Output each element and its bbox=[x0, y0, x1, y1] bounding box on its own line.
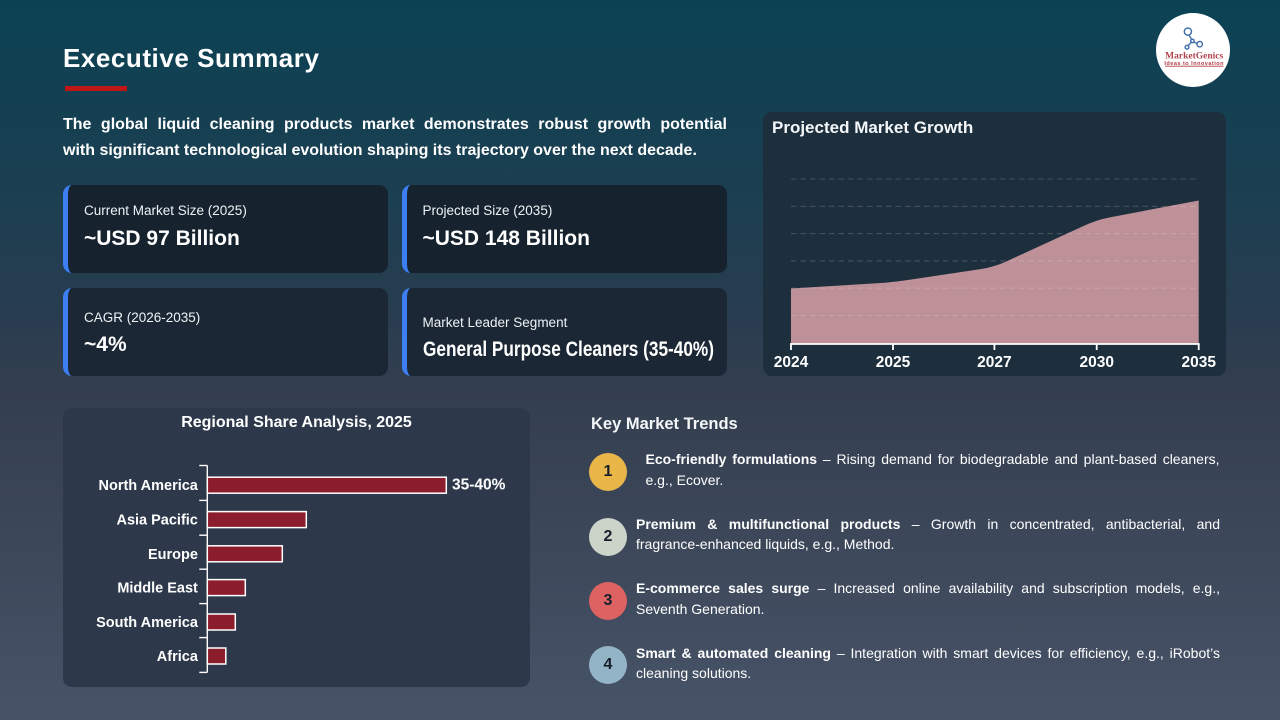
svg-text:MarketGenics: MarketGenics bbox=[1165, 52, 1223, 62]
svg-text:35-40%: 35-40% bbox=[452, 477, 506, 494]
svg-text:Africa: Africa bbox=[157, 649, 199, 665]
svg-text:2030: 2030 bbox=[1079, 354, 1113, 371]
svg-text:Europe: Europe bbox=[148, 547, 198, 563]
svg-text:2027: 2027 bbox=[977, 354, 1011, 371]
svg-text:Middle East: Middle East bbox=[117, 581, 198, 597]
svg-text:2025: 2025 bbox=[876, 354, 911, 371]
svg-text:Ideas to Innovation: Ideas to Innovation bbox=[1164, 61, 1224, 67]
svg-text:2035: 2035 bbox=[1181, 354, 1216, 371]
svg-text:North America: North America bbox=[99, 478, 199, 494]
svg-text:2024: 2024 bbox=[774, 354, 809, 371]
svg-text:Asia Pacific: Asia Pacific bbox=[116, 513, 197, 529]
svg-text:South America: South America bbox=[96, 615, 199, 631]
